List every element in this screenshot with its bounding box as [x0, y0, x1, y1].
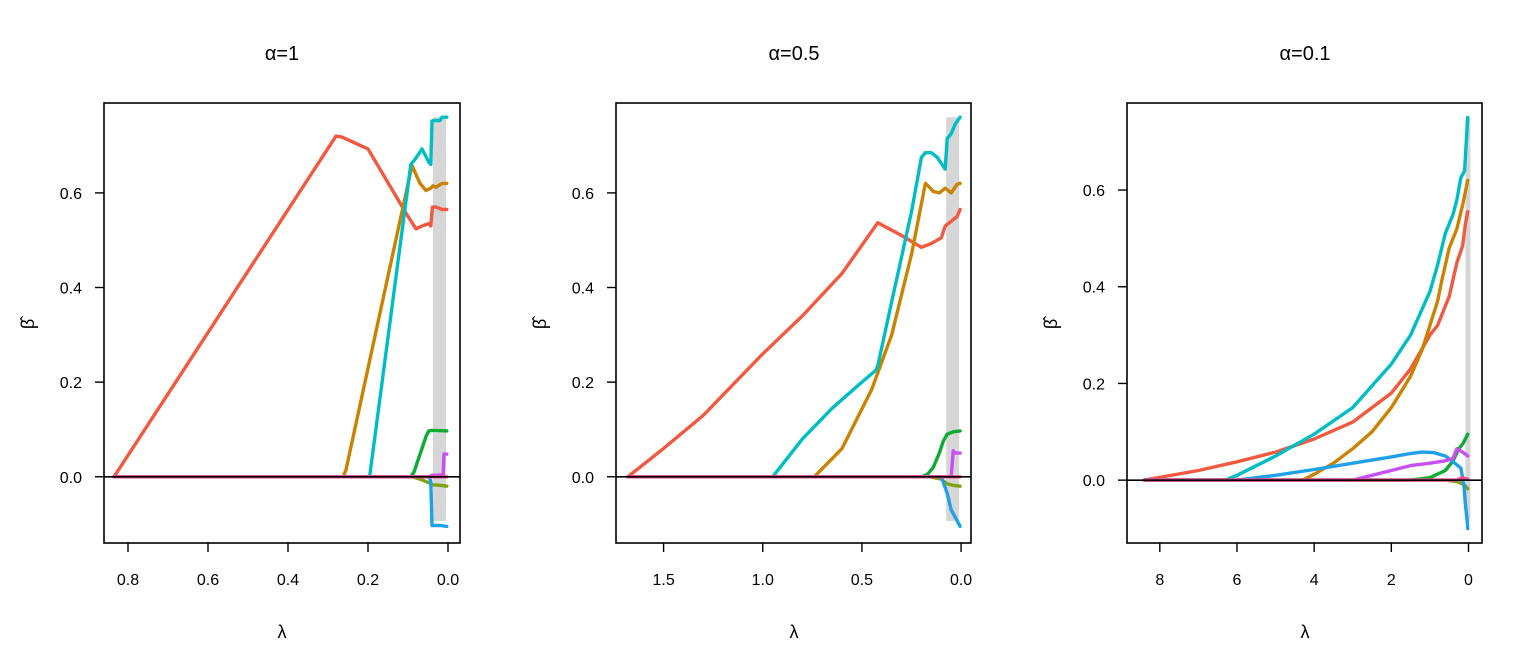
x-tick-label: 2: [1387, 572, 1396, 589]
panel-title: α=1: [265, 43, 299, 65]
x-axis-label: λ: [278, 622, 287, 642]
y-tick-label: 0.2: [1083, 376, 1105, 393]
series-line-1: [112, 163, 449, 479]
shaded-band: [1465, 117, 1471, 521]
panel-title: α=0.5: [768, 43, 819, 65]
y-axis-label: β̂: [1041, 316, 1061, 329]
x-tick-label: 0.6: [197, 572, 219, 589]
x-tick-label: 0.0: [950, 572, 972, 589]
x-axis-label: λ: [1301, 622, 1310, 642]
series-line-0: [112, 134, 449, 479]
series-line-6: [1142, 447, 1470, 482]
panel-alpha-0.5: α=0.5 λ β̂ 1.5 1.0 0.5 0.0 0.0 0.2 0.4 0.6: [530, 43, 972, 642]
y-axis-label: β̂: [530, 316, 550, 329]
y-tick-label: 0.6: [572, 186, 594, 203]
y-tick-label: 0.4: [1083, 280, 1105, 297]
series-line-5: [112, 475, 449, 529]
plot-frame: [1126, 102, 1483, 544]
y-tick-label: 0.2: [572, 375, 594, 392]
x-tick-label: 0.5: [851, 572, 873, 589]
x-tick-label: 0: [1464, 572, 1473, 589]
x-tick-label: 1.0: [752, 572, 774, 589]
y-tick-label: 0.2: [60, 375, 82, 392]
y-tick-label: 0.0: [1083, 473, 1105, 490]
panel-alpha-0.1: α=0.1 λ β̂ 8 6 4 2 0 0.0 0.2 0.4 0.6: [1041, 43, 1483, 642]
series-line-1: [626, 181, 962, 479]
x-tick-label: 8: [1155, 572, 1164, 589]
y-axis-label: β̂: [18, 316, 38, 329]
series-line-6: [112, 452, 449, 479]
series-line-2: [626, 115, 962, 479]
x-tick-label: 0.2: [357, 572, 379, 589]
x-tick-label: 1.5: [652, 572, 674, 589]
series-line-2: [1142, 115, 1470, 482]
x-tick-label: 0.4: [277, 572, 299, 589]
series-line-6: [626, 449, 962, 479]
series-line-3: [112, 428, 449, 479]
y-tick-label: 0.0: [60, 470, 82, 487]
panel-title: α=0.1: [1279, 43, 1330, 65]
plot-frame: [615, 102, 972, 544]
panel-alpha-1: α=1 λ β̂ 0.8 0.6 0.4 0.2 0.0 0.0 0.2 0.4 0.6: [18, 43, 461, 642]
x-tick-label: 0.8: [117, 572, 139, 589]
x-tick-label: 0.0: [437, 572, 459, 589]
x-tick-label: 6: [1233, 572, 1242, 589]
y-tick-label: 0.4: [60, 281, 82, 298]
x-tick-label: 4: [1310, 572, 1319, 589]
shaded-band: [432, 117, 446, 522]
x-axis-label: λ: [790, 622, 799, 642]
series-line-0: [626, 207, 962, 479]
plot-frame: [103, 102, 461, 544]
y-tick-label: 0.4: [572, 281, 594, 298]
series-line-5: [626, 475, 962, 529]
y-tick-label: 0.6: [1083, 183, 1105, 200]
series-line-0: [1142, 210, 1470, 482]
y-tick-label: 0.6: [60, 186, 82, 203]
series-line-5: [1142, 450, 1470, 531]
series-line-2: [112, 115, 449, 479]
series-line-1: [1142, 178, 1470, 482]
y-tick-label: 0.0: [572, 470, 594, 487]
